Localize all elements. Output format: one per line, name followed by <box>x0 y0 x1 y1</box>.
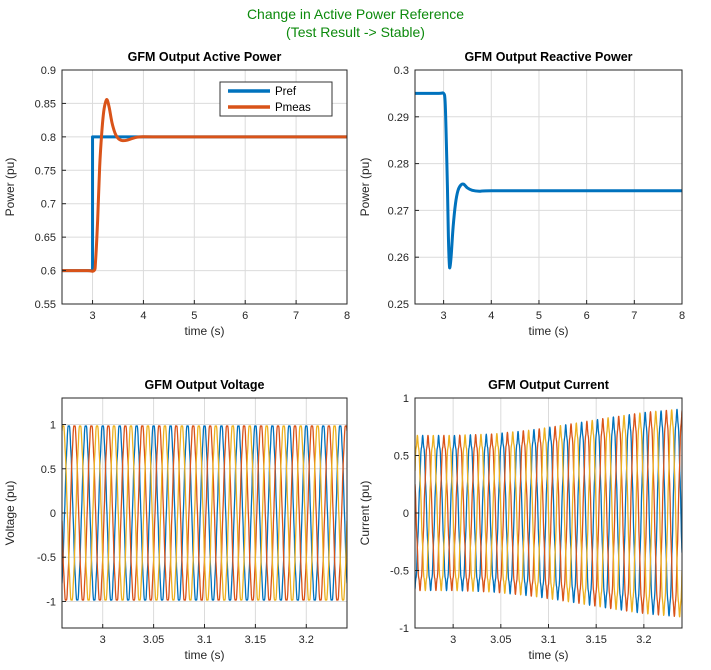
x-tick-label: 7 <box>631 310 637 322</box>
x-tick-label: 3.2 <box>636 634 651 646</box>
y-tick-label: 0.55 <box>35 299 56 311</box>
tick-labels: 3 3.05 3.1 3.15 3.2 -1 -0.5 0 0.5 1 <box>37 420 314 646</box>
y-axis-label: Power (pu) <box>3 158 17 217</box>
subplot-active-power: 3 4 5 6 7 8 0.55 0.6 0.65 0.7 0.75 0.8 0.85 0.9 GFM Ou… <box>3 50 350 338</box>
x-axis-label: time (s) <box>185 324 225 338</box>
series-group <box>415 408 682 618</box>
x-tick-label: 8 <box>344 310 350 322</box>
subplot-grid: 3 4 5 6 7 8 0.55 0.6 0.65 0.7 0.75 0.8 0.85 0.9 GFM Ou… <box>0 46 711 670</box>
legend: Pref Pmeas <box>219 81 333 117</box>
y-tick-label: 0.27 <box>388 205 409 217</box>
y-tick-label: 0.8 <box>41 132 56 144</box>
y-tick-label: 0 <box>403 508 409 520</box>
series-reactive <box>415 91 682 270</box>
figure-title: Change in Active Power Reference (Test R… <box>0 0 711 46</box>
series-group <box>62 98 347 273</box>
x-tick-label: 3 <box>450 634 456 646</box>
y-tick-label: 0.65 <box>35 232 56 244</box>
subplot-output-voltage: 3 3.05 3.1 3.15 3.2 -1 -0.5 0 0.5 1 GFM Output Vol… <box>3 378 348 662</box>
x-tick-label: 3.1 <box>541 634 556 646</box>
y-tick-label: 0.25 <box>388 299 409 311</box>
x-tick-label: 5 <box>191 310 197 322</box>
y-tick-label: 0.5 <box>394 451 409 463</box>
y-tick-label: -1 <box>399 623 409 635</box>
y-axis-label: Current (pu) <box>358 481 372 546</box>
plot-title: GFM Output Reactive Power <box>464 50 632 64</box>
plot-title: GFM Output Current <box>488 378 610 392</box>
x-tick-label: 3 <box>100 634 106 646</box>
x-tick-label: 8 <box>679 310 685 322</box>
tick-labels: 3 4 5 6 7 8 0.55 0.6 0.65 0.7 0.75 0.8 0.85 0.9 <box>35 65 350 322</box>
plot-title: GFM Output Active Power <box>128 50 282 64</box>
y-tick-label: 0.28 <box>388 159 409 171</box>
x-tick-label: 6 <box>584 310 590 322</box>
waveform-Vc <box>62 425 347 601</box>
y-tick-label: 1 <box>50 420 56 432</box>
x-tick-label: 3.05 <box>143 634 164 646</box>
waveform-Va <box>62 425 347 601</box>
x-tick-label: 3.1 <box>197 634 212 646</box>
y-tick-label: -1 <box>46 596 56 608</box>
tick-labels: 3 4 5 6 7 8 0.25 0.26 0.27 0.28 0.29 0.3 <box>388 65 685 322</box>
y-tick-label: 0.5 <box>41 464 56 476</box>
legend-label: Pref <box>275 86 297 98</box>
series-group <box>62 425 347 601</box>
axes-box <box>61 69 348 305</box>
x-tick-label: 4 <box>488 310 494 322</box>
y-tick-label: 0.7 <box>41 199 56 211</box>
series-group <box>415 91 682 270</box>
subplot-reactive-power: 3 4 5 6 7 8 0.25 0.26 0.27 0.28 0.29 0.3 GFM Output … <box>358 50 685 338</box>
y-tick-label: 0.26 <box>388 252 409 264</box>
y-tick-label: 0 <box>50 508 56 520</box>
y-axis-label: Power (pu) <box>358 158 372 217</box>
waveform-Ic <box>415 409 682 618</box>
grid <box>415 69 683 305</box>
axes-box <box>414 69 683 305</box>
tick-labels: 3 3.05 3.1 3.15 3.2 -1 -0.5 0 0.5 1 <box>390 393 651 646</box>
legend-label: Pmeas <box>275 102 311 114</box>
y-tick-label: 1 <box>403 393 409 405</box>
subplot-output-current: 3 3.05 3.1 3.15 3.2 -1 -0.5 0 0.5 1 GFM Output Cur… <box>358 378 683 662</box>
y-tick-label: 0.6 <box>41 266 56 278</box>
tick-marks <box>62 69 348 305</box>
figure-title-line-1: Change in Active Power Reference <box>246 6 465 22</box>
tick-marks <box>62 424 307 628</box>
series-Pmeas <box>62 98 347 273</box>
x-tick-label: 3.15 <box>585 634 606 646</box>
x-axis-label: time (s) <box>185 648 225 662</box>
legend-box <box>219 81 333 117</box>
x-tick-label: 6 <box>242 310 248 322</box>
x-axis-label: time (s) <box>529 648 569 662</box>
x-tick-label: 5 <box>536 310 542 322</box>
x-tick-label: 3.15 <box>245 634 266 646</box>
x-tick-label: 7 <box>293 310 299 322</box>
y-tick-label: 0.29 <box>388 112 409 124</box>
y-tick-label: 0.9 <box>41 65 56 77</box>
x-tick-label: 3.05 <box>490 634 511 646</box>
y-tick-label: 0.3 <box>394 65 409 77</box>
x-tick-label: 3.2 <box>299 634 314 646</box>
y-tick-label: -0.5 <box>390 566 409 578</box>
y-tick-label: -0.5 <box>37 552 56 564</box>
y-axis-label: Voltage (pu) <box>3 481 17 546</box>
x-tick-label: 3 <box>441 310 447 322</box>
y-tick-label: 0.75 <box>35 165 56 177</box>
x-tick-label: 3 <box>89 310 95 322</box>
figure-title-line-2: (Test Result -> Stable) <box>286 24 425 40</box>
x-tick-label: 4 <box>140 310 146 322</box>
plot-title: GFM Output Voltage <box>145 378 265 392</box>
tick-marks <box>415 69 683 305</box>
y-tick-label: 0.85 <box>35 98 56 110</box>
x-axis-label: time (s) <box>529 324 569 338</box>
tick-marks <box>415 397 645 629</box>
